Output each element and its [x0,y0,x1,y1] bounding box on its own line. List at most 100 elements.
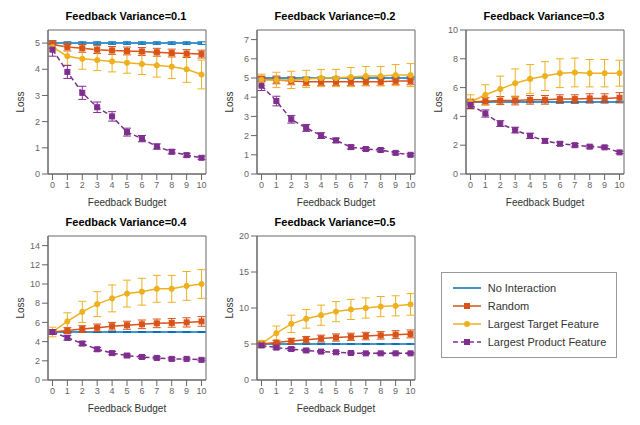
svg-text:3: 3 [304,386,309,396]
svg-text:4: 4 [528,180,533,190]
html-text:Feedback Variance=0.1: Feedback Variance=0.1 [65,10,187,22]
svg-text:6: 6 [348,386,353,396]
svg-text:3: 3 [95,180,100,190]
svg-text:4: 4 [35,337,40,347]
svg-text:6: 6 [244,54,249,64]
svg-text:10: 10 [197,386,207,396]
svg-text:2: 2 [289,180,294,190]
svg-text:4: 4 [110,180,115,190]
svg-text:2: 2 [244,131,249,141]
svg-text:6: 6 [557,180,562,190]
svg-text:9: 9 [602,180,607,190]
svg-text:Loss: Loss [15,91,26,112]
svg-text:0: 0 [35,169,40,179]
svg-text:Loss: Loss [15,297,26,318]
svg-text:4: 4 [110,386,115,396]
svg-text:0: 0 [35,375,40,385]
svg-text:0: 0 [50,386,55,396]
svg-text:Feedback Budget: Feedback Budget [88,197,167,208]
svg-text:5: 5 [333,180,338,190]
svg-text:3: 3 [513,180,518,190]
svg-text:1: 1 [65,180,70,190]
svg-text:Feedback Budget: Feedback Budget [297,197,376,208]
svg-text:10: 10 [448,25,458,35]
svg-text:10: 10 [30,279,40,289]
svg-text:2: 2 [35,356,40,366]
svg-text:1: 1 [483,180,488,190]
svg-text:9: 9 [393,386,398,396]
svg-text:1: 1 [244,150,249,160]
svg-text:4: 4 [244,92,249,102]
svg-text:10: 10 [406,386,416,396]
svg-text:6: 6 [139,386,144,396]
svg-text:5: 5 [333,386,338,396]
svg-text:5: 5 [35,38,40,48]
svg-text:3: 3 [244,112,249,122]
svg-text:0: 0 [244,169,249,179]
svg-text:Feedback Budget: Feedback Budget [506,197,585,208]
svg-text:7: 7 [154,386,159,396]
svg-text:8: 8 [453,54,458,64]
svg-text:5: 5 [244,73,249,83]
svg-text:3: 3 [35,91,40,101]
svg-text:0: 0 [259,180,264,190]
svg-text:5: 5 [244,339,249,349]
svg-text:5: 5 [542,180,547,190]
svg-text:5: 5 [124,386,129,396]
svg-text:7: 7 [154,180,159,190]
svg-text:6: 6 [453,83,458,93]
svg-text:0: 0 [244,375,249,385]
svg-text:2: 2 [498,180,503,190]
svg-text:10: 10 [239,303,249,313]
svg-text:2: 2 [289,386,294,396]
svg-text:12: 12 [30,260,40,270]
svg-text:5: 5 [124,180,129,190]
svg-text:1: 1 [274,180,279,190]
svg-text:4: 4 [35,64,40,74]
svg-text:Loss: Loss [224,297,235,318]
svg-text:8: 8 [169,180,174,190]
svg-text:0: 0 [259,386,264,396]
svg-text:20: 20 [239,231,249,241]
svg-text:7: 7 [363,180,368,190]
svg-text:2: 2 [80,386,85,396]
svg-text:10: 10 [197,180,207,190]
svg-text:10: 10 [615,180,625,190]
svg-text:8: 8 [378,180,383,190]
svg-text:0: 0 [453,169,458,179]
svg-text:10: 10 [406,180,416,190]
svg-text:7: 7 [363,386,368,396]
svg-text:6: 6 [139,180,144,190]
svg-text:1: 1 [35,143,40,153]
svg-text:1: 1 [274,386,279,396]
svg-text:3: 3 [95,386,100,396]
svg-text:7: 7 [244,35,249,45]
svg-text:15: 15 [239,267,249,277]
svg-text:Feedback Budget: Feedback Budget [88,403,167,414]
svg-text:6: 6 [348,180,353,190]
svg-text:8: 8 [378,386,383,396]
svg-text:4: 4 [319,386,324,396]
svg-text:2: 2 [453,140,458,150]
svg-text:1: 1 [65,386,70,396]
svg-text:4: 4 [453,112,458,122]
svg-text:8: 8 [169,386,174,396]
svg-text:9: 9 [184,386,189,396]
svg-text:4: 4 [319,180,324,190]
svg-text:2: 2 [35,117,40,127]
svg-text:6: 6 [35,318,40,328]
html-text:Feedback Variance=0.2: Feedback Variance=0.2 [274,10,396,22]
svg-text:0: 0 [468,180,473,190]
svg-text:7: 7 [572,180,577,190]
svg-text:14: 14 [30,241,40,251]
svg-text:9: 9 [184,180,189,190]
svg-text:2: 2 [80,180,85,190]
svg-text:8: 8 [35,298,40,308]
svg-text:8: 8 [587,180,592,190]
svg-text:Feedback Budget: Feedback Budget [297,403,376,414]
svg-text:0: 0 [50,180,55,190]
svg-text:9: 9 [393,180,398,190]
svg-text:3: 3 [304,180,309,190]
svg-text:Loss: Loss [433,91,444,112]
svg-text:Loss: Loss [224,91,235,112]
